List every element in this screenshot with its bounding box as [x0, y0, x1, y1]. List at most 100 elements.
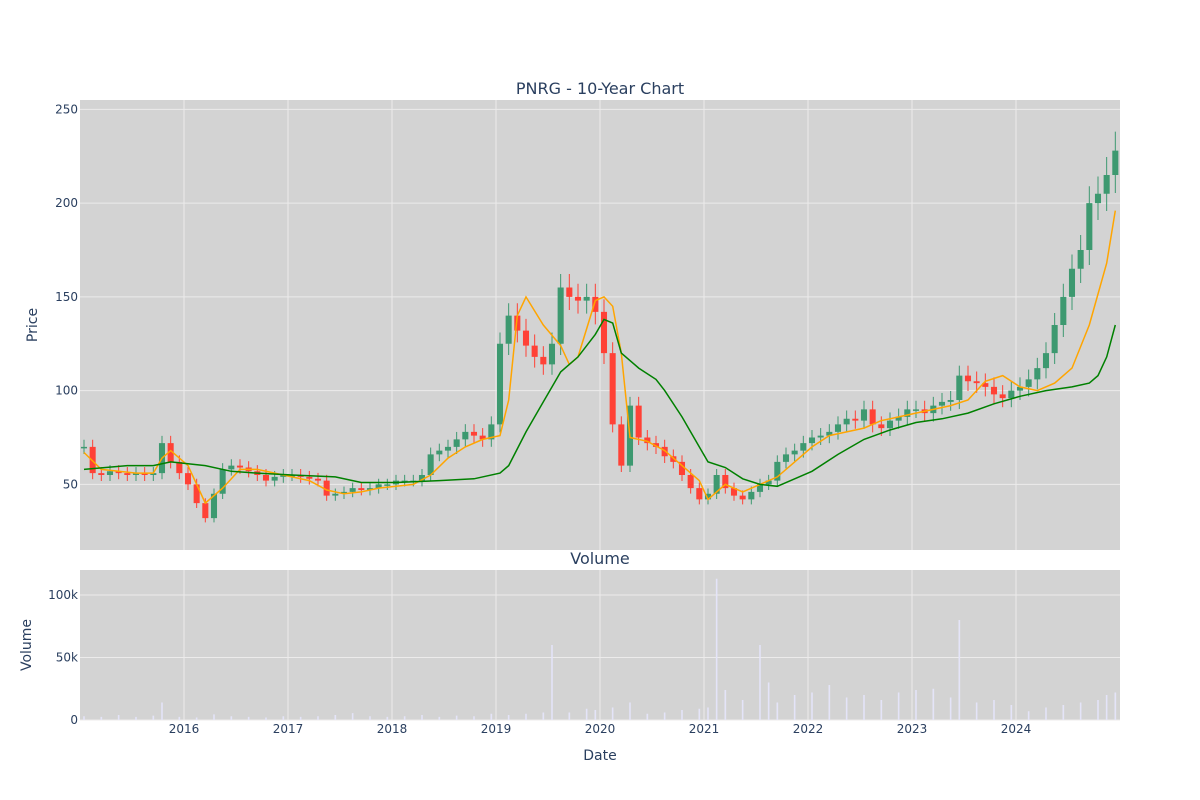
volume-bar [611, 707, 614, 720]
volume-bar [247, 716, 250, 720]
candle-body [947, 400, 954, 402]
volume-bar [811, 692, 813, 720]
candle-body [522, 330, 530, 346]
candle-body [600, 311, 608, 354]
price-y-tick-label: 250 [55, 102, 78, 116]
volume-bar [213, 714, 215, 720]
candle-body [748, 491, 755, 500]
candle-body [739, 495, 746, 500]
volume-bar [507, 715, 510, 720]
volume-bar [334, 715, 337, 720]
volume-y-tick-label: 0 [70, 713, 78, 727]
candle-body [80, 446, 88, 449]
volume-y-axis-title: Volume [19, 619, 35, 671]
volume-bar [568, 712, 571, 720]
volume-bar [542, 712, 545, 720]
candle-body [592, 296, 599, 312]
candle-body [912, 409, 920, 411]
candle-body [644, 437, 651, 444]
volume-bar [828, 685, 831, 720]
candle-body [427, 454, 434, 475]
volume-bar [767, 682, 770, 720]
candle-body [150, 473, 157, 475]
candle-body [115, 471, 122, 474]
candle-body [323, 480, 330, 496]
volume-bar [230, 716, 233, 720]
candle-body [496, 343, 504, 425]
volume-y-tick-label: 50k [56, 651, 78, 665]
candle-body [687, 475, 694, 489]
price-y-tick-label: 200 [55, 196, 78, 210]
candle-body [262, 475, 270, 481]
candle-body [167, 443, 174, 462]
candle-body [817, 435, 824, 438]
candle-body [964, 375, 972, 382]
volume-bar [1045, 707, 1047, 720]
candle-body [722, 475, 729, 489]
candle-body [704, 493, 712, 500]
candle-body [999, 394, 1006, 399]
candle-body [271, 476, 278, 481]
volume-bar [473, 716, 475, 720]
price-y-tick-labels: 50 100 150 200 250 [55, 102, 78, 491]
x-tick-label: 2023 [897, 722, 928, 736]
volume-panel: 0 50k 100k 2016 2017 2018 2019 2020 2021 2022 202… [19, 549, 1120, 764]
volume-bar [698, 708, 701, 720]
candle-body [609, 353, 616, 425]
x-tick-label: 2016 [169, 722, 200, 736]
volume-bar [1114, 692, 1117, 720]
candle-body [228, 465, 235, 470]
candle-body [210, 493, 218, 519]
candle-body [184, 473, 192, 485]
candle-body [531, 345, 538, 357]
candle-body [635, 405, 642, 438]
volume-bar [317, 716, 319, 720]
candle-body [1016, 386, 1024, 391]
candle-body [782, 454, 790, 462]
candle-body [583, 296, 590, 301]
volume-bar [1105, 695, 1108, 720]
candle-body [548, 343, 556, 365]
candle-body [418, 475, 426, 481]
volume-bar [932, 688, 935, 720]
volume-bar [178, 716, 181, 720]
candle-body [470, 431, 478, 436]
volume-bar [776, 702, 779, 720]
candle-body [1025, 379, 1032, 387]
volume-bar [741, 700, 744, 720]
price-y-tick-label: 50 [63, 477, 78, 491]
candle-body [193, 484, 200, 504]
volume-bar [949, 697, 952, 720]
x-tick-label: 2022 [793, 722, 824, 736]
volume-bar [715, 578, 718, 720]
volume-bar [1062, 705, 1065, 720]
price-y-tick-label: 150 [55, 290, 78, 304]
volume-bar [438, 716, 441, 720]
candle-body [834, 424, 842, 432]
candle-body [791, 450, 798, 455]
candle-body [730, 488, 738, 496]
candle-body [280, 475, 287, 477]
candle-body [219, 469, 226, 494]
price-panel: 50 100 150 200 250 PNRG - 10-Year Chart Pric… [25, 79, 1120, 550]
candle-body [1086, 203, 1093, 250]
volume-bar [525, 713, 527, 720]
candle-body [678, 461, 686, 475]
candle-body [904, 409, 911, 417]
candle-body [574, 296, 582, 301]
candle-body [860, 409, 868, 421]
x-tick-label: 2019 [481, 722, 512, 736]
volume-bar [1027, 711, 1030, 720]
candle-body [1008, 390, 1015, 399]
volume-bar [1097, 700, 1099, 720]
volume-chart-title: Volume [570, 549, 630, 568]
x-tick-label: 2017 [273, 722, 304, 736]
candle-body [826, 431, 833, 436]
price-y-axis-title: Price [25, 308, 41, 342]
candle-body [1051, 325, 1058, 354]
x-tick-label: 2018 [377, 722, 408, 736]
candle-body [713, 475, 720, 494]
candle-body [852, 418, 859, 421]
volume-bar [707, 707, 709, 720]
candle-body [98, 473, 105, 475]
